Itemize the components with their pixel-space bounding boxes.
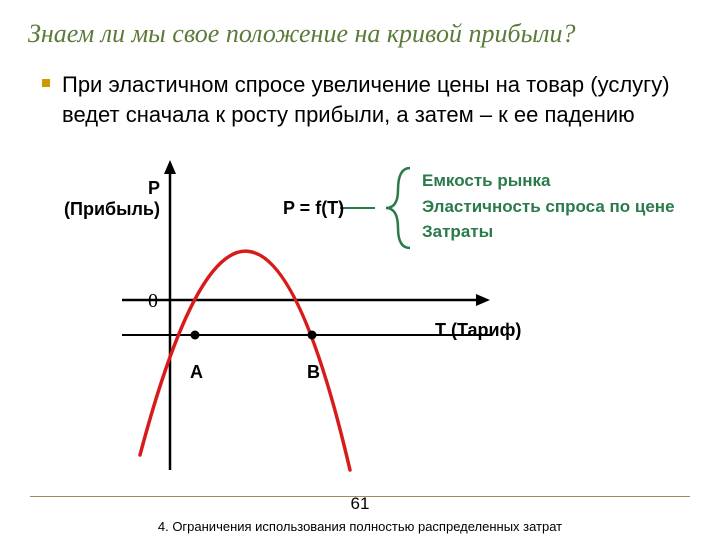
slide: Знаем ли мы свое положение на кривой при… — [0, 0, 720, 540]
point-b-label: B — [307, 362, 320, 383]
bullet-text: При эластичном спросе увеличение цены на… — [62, 70, 678, 129]
function-label: P = f(T) — [283, 198, 344, 219]
factor-line: Емкость рынка — [422, 168, 675, 194]
y-axis-label-line1: P — [60, 178, 160, 199]
point-a-label: A — [190, 362, 203, 383]
bullet-marker-icon — [42, 79, 50, 87]
y-axis-label-line2: (Прибыль) — [60, 199, 160, 220]
page-number: 61 — [0, 494, 720, 514]
y-axis-label: P (Прибыль) — [60, 178, 160, 220]
factors-list: Емкость рынкаЭластичность спроса по цене… — [422, 168, 675, 245]
factor-line: Эластичность спроса по цене — [422, 194, 675, 220]
bullet-item: При эластичном спросе увеличение цены на… — [42, 70, 678, 129]
footer-text: 4. Ограничения использования полностью р… — [0, 519, 720, 534]
origin-label: 0 — [148, 290, 158, 313]
x-axis-label: T (Тариф) — [435, 320, 521, 341]
factor-line: Затраты — [422, 219, 675, 245]
profit-curve-chart: P (Прибыль) 0 T (Тариф) P = f(T) Емкость… — [40, 150, 680, 490]
slide-title: Знаем ли мы свое положение на кривой при… — [28, 18, 692, 49]
